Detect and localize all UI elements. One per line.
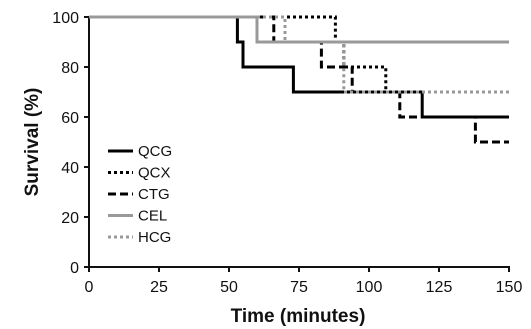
series-line-hcg (89, 15, 509, 94)
y-tick-label: 40 (61, 160, 79, 177)
axes: 0 25 50 75 100 125 150 0 20 40 60 80 100 (52, 10, 522, 296)
x-tick-label: 75 (290, 279, 308, 296)
series-line-qcg (89, 15, 509, 119)
x-axis-title: Time (minutes) (231, 306, 366, 327)
y-axis-title: Survival (%) (22, 88, 43, 197)
series-line-cel (89, 15, 509, 44)
series-line-ctg (89, 15, 509, 144)
series-lines (89, 15, 509, 144)
y-tick-label: 60 (61, 110, 79, 127)
x-tick-label: 0 (85, 279, 94, 296)
x-tick-label: 150 (496, 279, 523, 296)
legend-label-hcg: HCG (138, 229, 171, 246)
x-tick-label: 125 (426, 279, 453, 296)
x-tick-label: 50 (220, 279, 238, 296)
legend-label-qcx: QCX (138, 165, 171, 182)
y-tick-label: 0 (70, 260, 79, 277)
legend-label-ctg: CTG (138, 186, 170, 203)
legend-label-cel: CEL (138, 208, 167, 225)
x-tick-label: 100 (356, 279, 383, 296)
legend-label-qcg: QCG (138, 143, 172, 160)
y-tick-label: 20 (61, 210, 79, 227)
x-tick-label: 25 (150, 279, 168, 296)
y-tick-label: 80 (61, 60, 79, 77)
y-tick-label: 100 (52, 10, 79, 27)
legend: QCG QCX CTG CEL HCG (108, 143, 172, 246)
series-line-qcx (89, 15, 509, 94)
